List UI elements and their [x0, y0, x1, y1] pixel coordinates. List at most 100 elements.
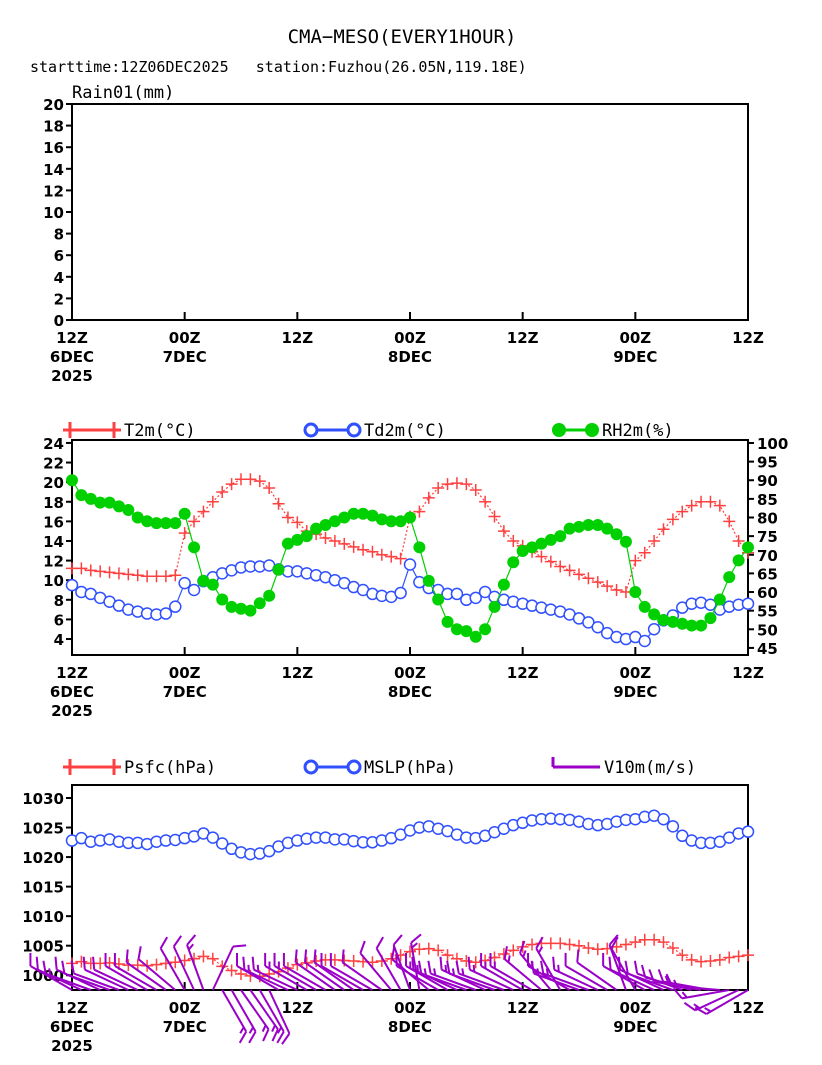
x-tick-label: 6DEC — [50, 683, 94, 701]
wind-barb-shaft — [230, 989, 257, 1033]
wind-barb-flag — [137, 946, 142, 960]
wind-barb-shaft — [576, 961, 618, 991]
y-tick-right-label: 75 — [757, 528, 778, 546]
t2m-point — [422, 491, 435, 504]
x-tick-label: 12Z — [281, 999, 313, 1017]
x-tick-label: 7DEC — [163, 1018, 207, 1036]
rh2m-legend-label: RH2m(%) — [602, 421, 674, 441]
wind-barb-flag — [439, 956, 443, 970]
wind-barb-flag — [248, 1031, 257, 1044]
rh2m-point — [375, 513, 388, 526]
t2m-point — [573, 568, 585, 581]
rh2m-point — [112, 500, 125, 513]
wind-barb-shaft — [105, 965, 148, 991]
wind-barb-flag — [417, 960, 423, 974]
rh2m-point — [188, 541, 201, 554]
wind-barb-shaft — [542, 972, 589, 991]
t2m-point — [188, 515, 201, 528]
t2m-point — [732, 534, 745, 547]
wind-barb-flag — [444, 964, 448, 972]
y-tick-label: 12 — [43, 182, 64, 200]
x-tick-label: 00Z — [169, 664, 201, 682]
rh2m-point — [216, 593, 229, 606]
wind-barb-flag — [610, 936, 619, 949]
x-tick-label: 12Z — [56, 329, 88, 347]
t2m-point — [723, 515, 736, 528]
wind-barb-flag — [256, 964, 260, 972]
wind-barb-flag — [187, 943, 195, 951]
rh2m-point — [347, 507, 360, 520]
wind-barb-flag — [522, 950, 527, 958]
rh2m-point — [591, 518, 604, 531]
wind-barb-flag — [519, 940, 526, 954]
wind-barb-flag — [186, 934, 197, 946]
wind-barb-shaft — [172, 946, 195, 991]
td2m-point — [582, 616, 595, 629]
y-tick-label: 18 — [43, 118, 64, 136]
wind-barb-flag — [54, 956, 58, 970]
y-tick-label: 16 — [43, 139, 64, 157]
wind-barb-shaft — [294, 961, 336, 991]
y-tick-label: 0 — [54, 312, 64, 330]
rh2m-point — [178, 507, 191, 520]
rh2m-point — [385, 515, 398, 528]
t2m-point — [479, 495, 492, 508]
x-tick-label: 12Z — [507, 664, 539, 682]
t2m-point — [103, 566, 116, 579]
td2m-point — [187, 583, 201, 597]
wind-barb-shaft — [320, 965, 364, 991]
td2m-point — [647, 622, 661, 636]
rh2m-point — [300, 530, 313, 543]
wind-barb-shaft — [249, 989, 279, 1030]
rh2m-point — [526, 541, 539, 554]
rh2m-point — [638, 600, 651, 613]
x-tick-label: 12Z — [507, 999, 539, 1017]
y-tick-label: 1030 — [22, 790, 64, 808]
y-tick-label: 1025 — [22, 820, 64, 838]
t2m-point — [460, 478, 473, 491]
wind-barb-flag — [313, 949, 317, 963]
y-tick-label: 1000 — [22, 967, 64, 985]
wind-barb-flag — [239, 1026, 245, 1034]
y-tick-label: 10 — [43, 572, 64, 590]
psfc-point — [197, 950, 210, 963]
rh2m-point — [629, 586, 642, 599]
rh2m-point — [619, 535, 632, 548]
wind-barb-flag — [530, 960, 535, 974]
t2m-point — [366, 545, 379, 558]
rh2m-point — [704, 612, 717, 625]
wind-barb-flag — [410, 933, 422, 944]
mslp-point — [657, 813, 670, 826]
wind-barb-shaft — [533, 972, 580, 991]
t2m-point — [84, 564, 97, 577]
psfc-point — [75, 955, 88, 968]
td2m-point — [394, 586, 407, 600]
t2m-point — [328, 534, 341, 547]
wind-barb-flag — [411, 956, 415, 970]
y-tick-label: 8 — [54, 226, 64, 244]
y-tick-label: 1010 — [22, 908, 64, 926]
rh2m-point — [648, 608, 661, 621]
psfc-point — [206, 952, 219, 965]
rh2m-legend-marker — [585, 423, 599, 437]
rh2m-point — [573, 520, 585, 533]
x-tick-label: 00Z — [394, 329, 426, 347]
psfc-point — [235, 968, 247, 981]
wind-barb-shaft — [137, 958, 176, 991]
wind-barb-shaft — [694, 989, 740, 1012]
y-tick-label: 20 — [43, 96, 64, 114]
psfc-point — [685, 953, 698, 966]
t2m-point — [385, 550, 398, 563]
t2m-point — [629, 554, 642, 567]
y-tick-right-label: 70 — [757, 547, 778, 565]
y-tick-label: 1020 — [22, 849, 64, 867]
psfc-legend-label: Psfc(hPa) — [124, 758, 216, 778]
td2m-point — [478, 585, 492, 599]
wind-barb-flag — [92, 956, 96, 970]
t2m-point — [497, 525, 510, 538]
t2m-point — [563, 564, 576, 577]
wind-barb-shaft — [681, 989, 730, 1000]
y-tick-label: 12 — [43, 553, 64, 571]
td2m-point — [741, 597, 755, 610]
td2m-point — [450, 587, 464, 601]
